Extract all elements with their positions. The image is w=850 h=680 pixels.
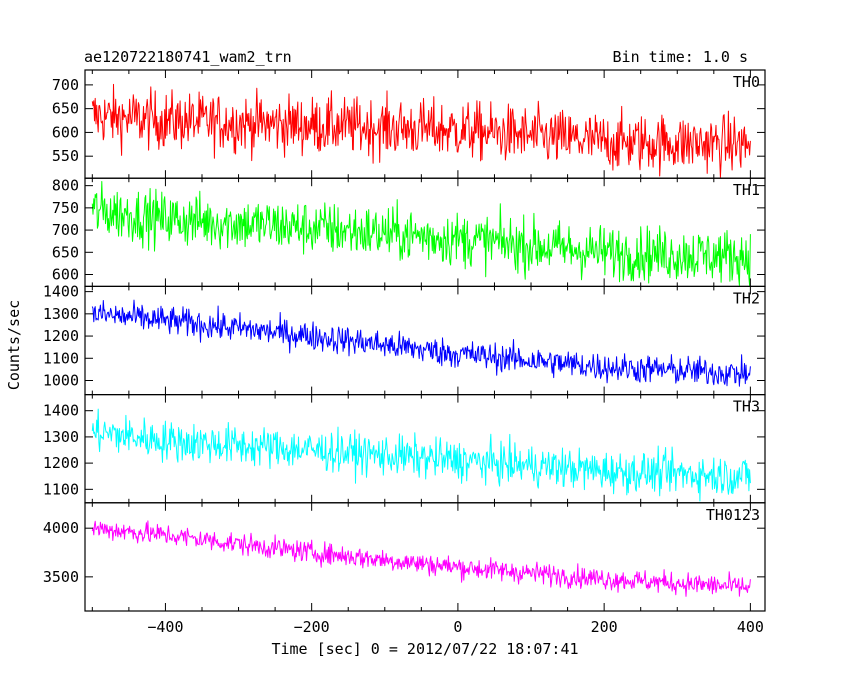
y-tick-label: 750 xyxy=(52,199,79,217)
y-tick-label: 700 xyxy=(52,76,79,94)
y-tick-label: 650 xyxy=(52,100,79,118)
y-tick-label: 1100 xyxy=(43,349,79,367)
y-tick-label: 1200 xyxy=(43,327,79,345)
x-tick-label: −400 xyxy=(147,618,183,636)
y-tick-label: 1400 xyxy=(43,283,79,301)
panels-group: 550 600 650 700 TH0 600 650 700 750 800 TH1 1000 110… xyxy=(43,69,766,612)
y-tick-label: 550 xyxy=(52,147,79,165)
y-axis-label: Counts/sec xyxy=(5,300,23,390)
y-tick-label: 1300 xyxy=(43,428,79,446)
x-axis-label: Time [sec] 0 = 2012/07/22 18:07:41 xyxy=(271,640,578,658)
channel-label-th2: TH2 xyxy=(733,289,760,307)
panel-frame xyxy=(84,502,766,612)
y-tick-label: 650 xyxy=(52,243,79,261)
y-tick-label: 600 xyxy=(52,123,79,141)
panel-th0123: 3500 4000 TH0123 xyxy=(43,502,766,612)
x-tick-label: −200 xyxy=(294,618,330,636)
y-tick-label: 1100 xyxy=(43,480,79,498)
trace-th1 xyxy=(91,181,751,286)
trace-th3 xyxy=(91,408,751,502)
y-tick-label: 600 xyxy=(52,266,79,284)
y-tick-label: 1300 xyxy=(43,305,79,323)
trace-th0 xyxy=(91,83,751,178)
panel-th1: 600 650 700 750 800 TH1 xyxy=(52,177,766,287)
y-tick-label: 800 xyxy=(52,177,79,195)
chart-title: ae120722180741_wam2_trn xyxy=(84,48,292,66)
channel-label-th3: TH3 xyxy=(733,398,760,416)
bin-time-label: Bin time: 1.0 s xyxy=(613,48,748,66)
trace-th2 xyxy=(91,299,751,387)
channel-label-th0123: TH0123 xyxy=(706,506,760,524)
x-tick-label: 200 xyxy=(591,618,618,636)
y-tick-label: 3500 xyxy=(43,568,79,586)
y-tick-label: 1000 xyxy=(43,371,79,389)
panel-th3: 1100 1200 1300 1400 TH3 xyxy=(43,394,766,504)
x-tick-label: 400 xyxy=(737,618,764,636)
panel-th2: 1000 1100 1200 1300 1400 TH2 xyxy=(43,283,766,396)
x-axis: −400 −200 0 200 400 xyxy=(147,618,764,636)
y-tick-label: 700 xyxy=(52,221,79,239)
x-tick-label: 0 xyxy=(453,618,462,636)
y-tick-label: 1400 xyxy=(43,402,79,420)
y-tick-label: 1200 xyxy=(43,454,79,472)
panel-th0: 550 600 650 700 TH0 xyxy=(52,69,766,179)
y-tick-label: 4000 xyxy=(43,519,79,537)
channel-label-th1: TH1 xyxy=(733,181,760,199)
panel-frame xyxy=(84,285,766,396)
channel-label-th0: TH0 xyxy=(733,73,760,91)
trace-th0123 xyxy=(91,520,751,597)
